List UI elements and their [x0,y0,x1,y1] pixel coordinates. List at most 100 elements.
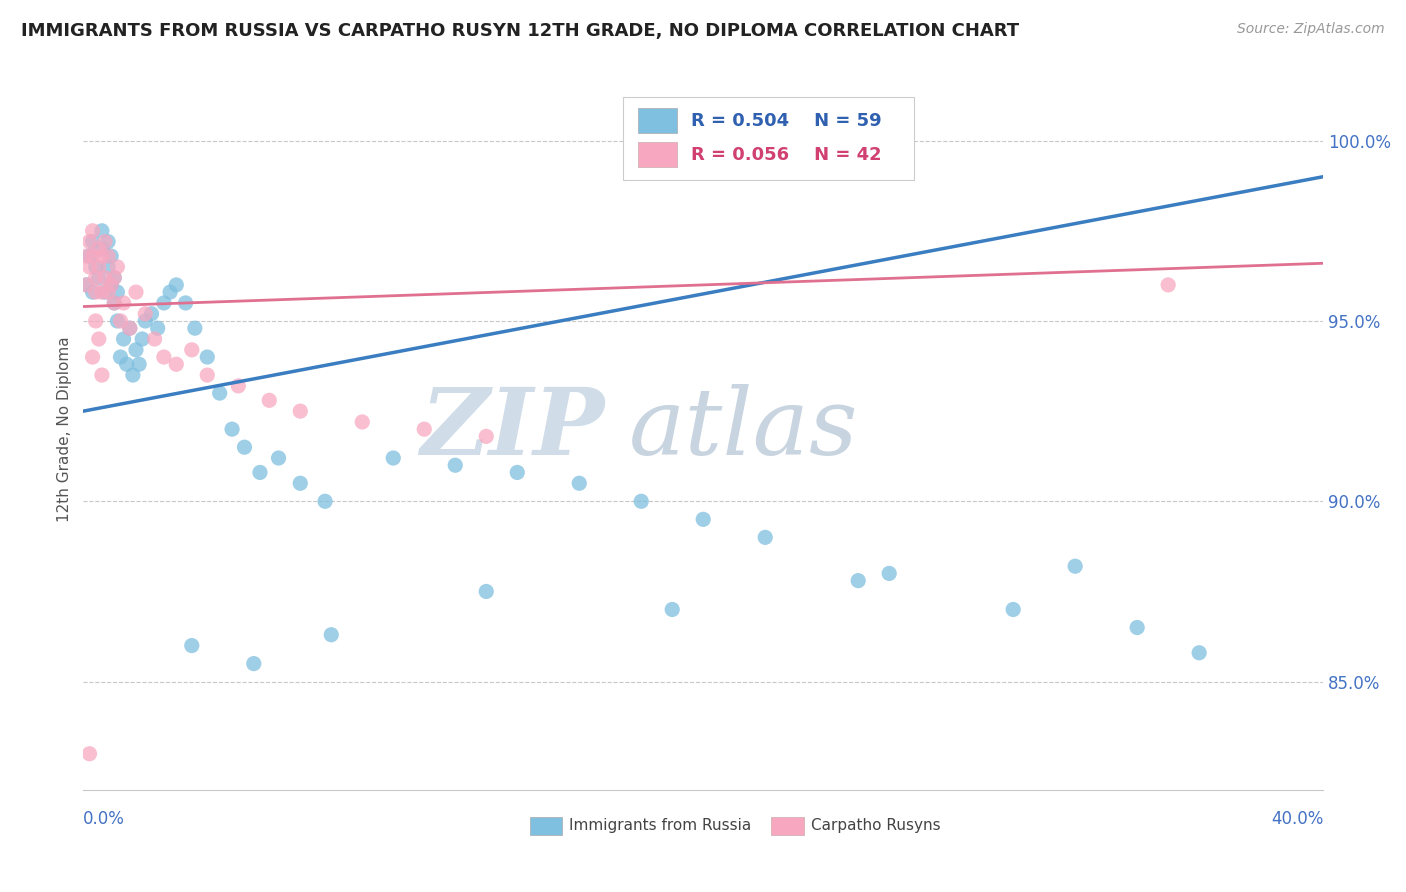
Point [382,450,405,465]
Point [100,277,122,292]
Point [249,466,271,480]
Point [105,314,128,328]
Point [87,242,110,256]
Point [413,422,436,436]
Point [90,224,112,238]
Point [290,404,312,418]
Point [146,321,169,335]
Point [877,566,900,581]
Point [90,285,112,299]
Point [110,350,132,364]
Bar [530,817,562,835]
Point [84,270,107,285]
Point [110,314,132,328]
Point [125,285,148,299]
Point [115,357,138,371]
Point [321,628,343,642]
Text: Source: ZipAtlas.com: Source: ZipAtlas.com [1237,22,1385,37]
Point [475,584,498,599]
Point [75,249,97,263]
Point [84,260,107,274]
Point [754,530,776,544]
Point [90,249,112,263]
Point [314,494,336,508]
Point [103,296,125,310]
Point [174,296,197,310]
Text: atlas: atlas [628,384,858,475]
Point [208,386,231,401]
Point [79,747,101,761]
Point [79,260,101,274]
Point [94,270,117,285]
Point [195,368,218,382]
Point [159,285,181,299]
Point [180,639,202,653]
Point [97,260,120,274]
Point [82,285,104,299]
Point [122,368,145,382]
Point [290,476,312,491]
Point [100,277,122,292]
Point [103,270,125,285]
Point [84,314,107,328]
Point [118,321,141,335]
Point [84,285,107,299]
Point [226,379,249,393]
Point [105,285,128,299]
Point [1126,621,1149,635]
Point [134,307,156,321]
Point [141,307,163,321]
Point [118,321,141,335]
Text: R = 0.056    N = 42: R = 0.056 N = 42 [690,146,882,164]
Point [180,343,202,357]
Point [97,285,120,299]
Point [195,350,218,364]
Point [1188,646,1211,660]
Bar [637,142,678,168]
Point [82,350,104,364]
Point [506,466,529,480]
Point [1157,277,1180,292]
Point [103,270,125,285]
Point [82,235,104,249]
Point [82,224,104,238]
Point [444,458,467,473]
Bar [623,97,914,180]
Text: R = 0.504    N = 59: R = 0.504 N = 59 [690,112,882,130]
Point [97,235,120,249]
Point [82,249,104,263]
Point [233,440,256,454]
Text: IMMIGRANTS FROM RUSSIA VS CARPATHO RUSYN 12TH GRADE, NO DIPLOMA CORRELATION CHAR: IMMIGRANTS FROM RUSSIA VS CARPATHO RUSYN… [21,22,1019,40]
Point [165,357,187,371]
Point [125,343,148,357]
Point [105,260,128,274]
Point [87,270,110,285]
Text: ZIP: ZIP [420,384,605,475]
Point [184,321,207,335]
Point [846,574,869,588]
Text: Immigrants from Russia: Immigrants from Russia [569,818,752,833]
Point [75,277,97,292]
Point [87,260,110,274]
Point [134,314,156,328]
Point [630,494,652,508]
Point [153,350,176,364]
Point [97,249,120,263]
Point [128,357,150,371]
Text: Carpatho Rusyns: Carpatho Rusyns [811,818,941,833]
Point [94,235,117,249]
Point [692,512,714,526]
Point [661,602,683,616]
Point [242,657,264,671]
Point [153,296,176,310]
Point [1002,602,1025,616]
Point [90,368,112,382]
Bar [772,817,804,835]
Point [352,415,374,429]
Point [79,235,101,249]
Point [165,277,187,292]
Point [221,422,243,436]
Point [568,476,591,491]
Point [90,242,112,256]
Point [87,332,110,346]
